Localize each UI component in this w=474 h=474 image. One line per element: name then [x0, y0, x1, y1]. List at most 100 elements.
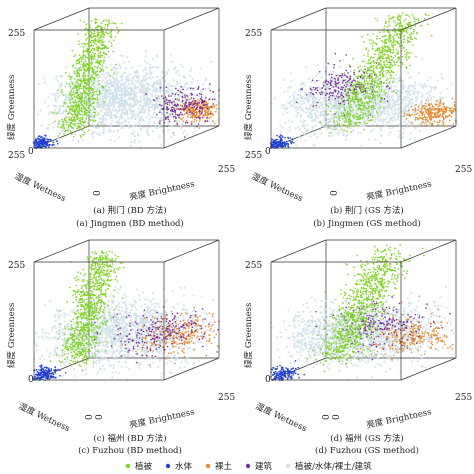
scatter-point-mixed — [100, 76, 103, 79]
scatter-point-vegetation — [91, 48, 93, 51]
scatter-point-mixed — [193, 93, 196, 97]
scatter-point-mixed — [401, 110, 404, 113]
scatter-point-mixed — [164, 104, 167, 107]
scatter-point-mixed — [72, 88, 76, 91]
scatter-point-vegetation — [87, 67, 89, 69]
scatter-point-vegetation — [82, 75, 85, 78]
scatter-point-mixed — [183, 129, 186, 132]
scatter-point-bare-soil — [190, 120, 193, 123]
scatter-point-mixed — [144, 50, 147, 53]
scatter-point-mixed — [323, 92, 326, 96]
scatter-point-mixed — [404, 90, 407, 93]
scatter-point-mixed — [105, 114, 108, 117]
scatter-point-mixed — [132, 114, 135, 117]
scatter-point-mixed — [384, 75, 387, 78]
scatter-point-building — [341, 94, 343, 96]
scatter-point-mixed — [130, 105, 133, 108]
scatter-point-mixed — [338, 130, 341, 133]
scatter-point-vegetation — [93, 30, 96, 33]
scatter-point-mixed — [120, 100, 123, 103]
scatter-point-mixed — [383, 101, 386, 104]
scatter-point-mixed — [313, 100, 316, 103]
scatter-point-vegetation — [76, 114, 78, 117]
scatter-point-mixed — [119, 67, 122, 70]
scatter-point-vegetation — [99, 92, 101, 95]
scatter-point-vegetation — [110, 69, 113, 71]
scatter-point-vegetation — [85, 95, 87, 98]
scatter-point-building — [315, 91, 318, 94]
scatter-point-mixed — [301, 97, 304, 100]
scatter-point-vegetation — [87, 42, 89, 45]
scatter-point-mixed — [150, 66, 154, 69]
scatter-point-mixed — [102, 74, 106, 77]
scatter-point-vegetation — [70, 117, 73, 120]
scatter-point-building — [175, 87, 177, 90]
scatter-point-bare-soil — [209, 116, 212, 118]
scatter-point-vegetation — [95, 43, 98, 46]
scatter-point-vegetation — [72, 64, 74, 66]
scatter-point-vegetation — [97, 54, 100, 57]
scatter-point-building — [347, 91, 350, 94]
scatter-point-mixed — [145, 87, 148, 90]
scatter-point-bare-soil — [436, 103, 438, 106]
scatter-point-vegetation — [73, 109, 76, 112]
scatter-point-vegetation — [94, 120, 97, 122]
scatter-point-vegetation — [89, 91, 92, 94]
scatter-point-bare-soil — [445, 116, 447, 119]
scatter-point-water — [40, 143, 43, 146]
scatter-point-bare-soil — [213, 106, 215, 109]
scatter-point-vegetation — [96, 67, 99, 69]
scatter-point-mixed — [428, 98, 431, 101]
scatter-point-bare-soil — [432, 111, 434, 114]
scatter-point-building — [186, 94, 188, 97]
scatter-point-vegetation — [86, 104, 88, 107]
scatter-point-mixed — [185, 96, 188, 99]
scatter-point-vegetation — [96, 60, 98, 62]
scatter-point-vegetation — [67, 121, 69, 123]
scatter-point-mixed — [391, 105, 394, 109]
scatter-point-mixed — [379, 112, 382, 116]
scatter-point-building — [349, 84, 352, 87]
scatter-point-mixed — [308, 107, 311, 111]
scatter-point-mixed — [111, 74, 114, 77]
scatter-point-mixed — [102, 132, 105, 135]
scatter-point-vegetation — [82, 124, 84, 127]
scatter-point-mixed — [102, 98, 105, 101]
scatter-point-vegetation — [73, 118, 76, 120]
scatter-point-mixed — [97, 111, 100, 114]
scatter-point-building — [386, 84, 389, 87]
scatter-point-vegetation — [86, 63, 89, 66]
scatter-point-vegetation — [58, 132, 61, 135]
scatter-point-vegetation — [62, 94, 65, 96]
scatter-point-vegetation — [69, 98, 71, 101]
scatter-point-mixed — [359, 131, 363, 134]
scatter-point-mixed — [65, 106, 68, 109]
scatter-point-mixed — [121, 110, 124, 113]
scatter-point-mixed — [331, 134, 334, 137]
scatter-point-mixed — [121, 116, 124, 119]
scatter-point-vegetation — [94, 42, 96, 45]
scatter-point-mixed — [288, 102, 292, 105]
scatter-point-building — [191, 93, 193, 96]
scatter-point-mixed — [136, 80, 139, 84]
scatter-point-building — [194, 99, 196, 102]
scatter-point-bare-soil — [415, 113, 418, 116]
scatter-point-building — [388, 87, 391, 90]
scatter-point-mixed — [426, 79, 429, 82]
scatter-point-mixed — [405, 109, 408, 112]
scatter-point-building — [156, 113, 158, 116]
scatter-point-mixed — [397, 80, 400, 83]
scatter-point-building — [201, 101, 204, 104]
scatter-point-mixed — [131, 115, 134, 118]
scatter-point-bare-soil — [436, 121, 439, 124]
scatter-point-building — [206, 107, 209, 110]
scatter-point-building — [198, 110, 201, 113]
scatter-point-mixed — [134, 113, 138, 117]
scatter-point-mixed — [129, 140, 133, 144]
scatter-point-mixed — [412, 92, 415, 95]
scatter-point-mixed — [309, 86, 313, 89]
scatter-point-mixed — [179, 63, 182, 66]
scatter-point-building — [329, 82, 332, 84]
scatter-point-bare-soil — [427, 113, 429, 115]
scatter-point-vegetation — [75, 75, 78, 78]
